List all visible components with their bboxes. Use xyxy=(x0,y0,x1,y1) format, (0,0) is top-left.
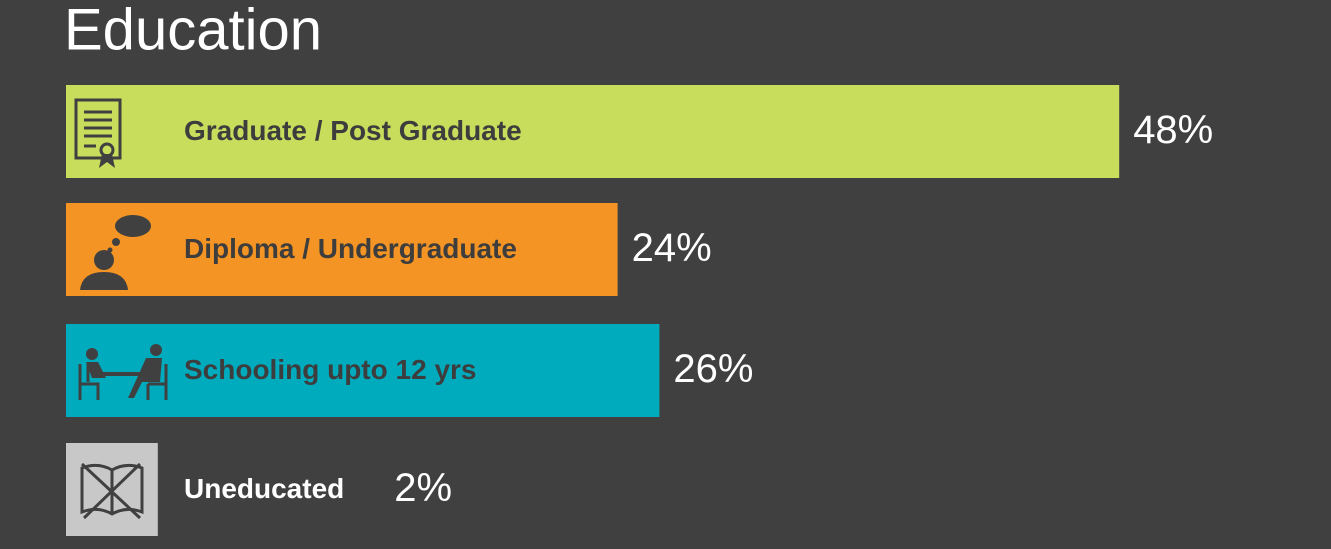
icon-classroom xyxy=(78,344,168,400)
icon-thinker xyxy=(80,215,151,290)
chart-title: Education xyxy=(64,0,322,62)
category-label: Schooling upto 12 yrs xyxy=(184,354,476,385)
value-label: 48% xyxy=(1133,108,1213,152)
value-label: 26% xyxy=(673,347,753,391)
category-label: Graduate / Post Graduate xyxy=(184,115,522,146)
value-label: 2% xyxy=(394,466,452,510)
category-label: Uneducated xyxy=(184,473,344,504)
bar xyxy=(66,85,1120,178)
category-label: Diploma / Undergraduate xyxy=(184,233,517,264)
icon-certificate xyxy=(74,98,122,168)
bar xyxy=(66,203,618,296)
icon-book-crossed xyxy=(80,462,144,520)
value-label: 24% xyxy=(632,226,712,270)
